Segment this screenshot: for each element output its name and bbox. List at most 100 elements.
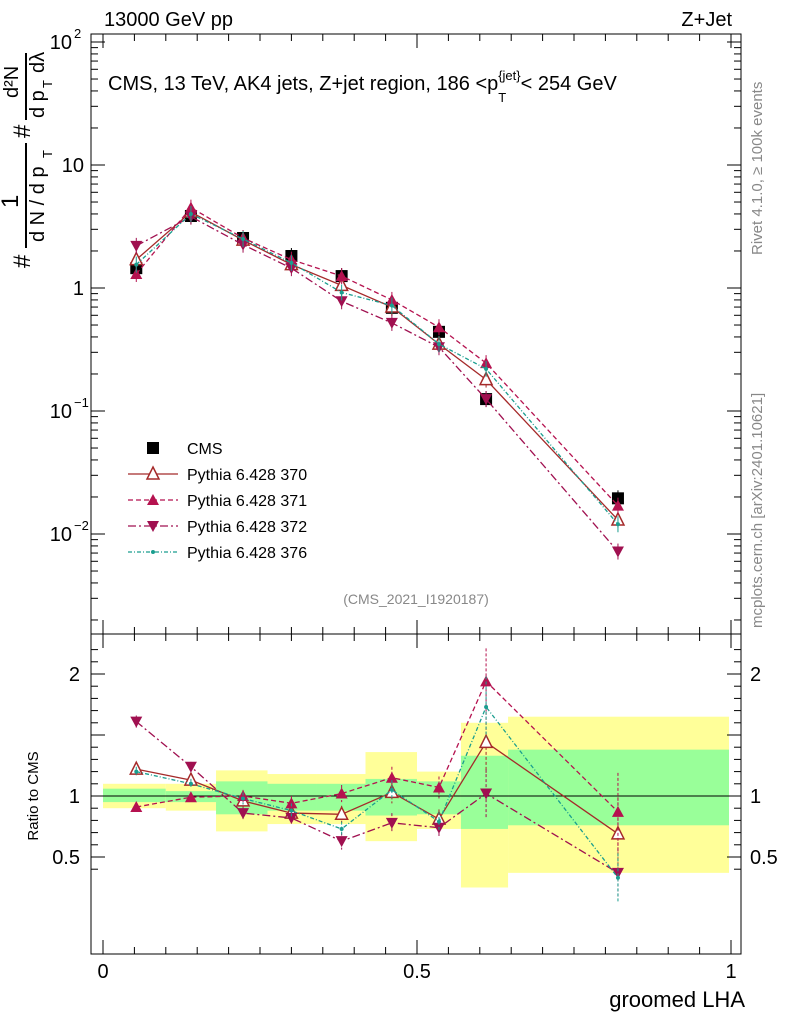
- marker-triangle-up: [611, 499, 624, 511]
- main-series-group: [129, 199, 626, 560]
- header-right-label: Z+Jet: [681, 9, 732, 31]
- svg-text:d²N: d²N: [1, 66, 23, 98]
- marker-triangle-up: [130, 267, 143, 279]
- marker-triangle-up: [130, 800, 143, 812]
- marker-triangle-down: [335, 296, 348, 308]
- main-plot-frame: [90, 33, 742, 635]
- x-tick-label: 0: [97, 961, 108, 983]
- legend-label: Pythia 6.428 370: [187, 467, 307, 484]
- y-tick-label: 10: [62, 155, 84, 177]
- marker-triangle-up: [432, 321, 445, 333]
- marker-triangle-up: [335, 787, 348, 799]
- ratio-tick-label-right: 2: [750, 664, 761, 686]
- marker-dot: [615, 875, 620, 880]
- ratio-series-4: [134, 676, 620, 903]
- y-tick-label: 10: [50, 524, 72, 546]
- y-tick-exponent: 2: [74, 26, 81, 41]
- y-tick-label: 1: [73, 278, 84, 300]
- x-tick-label: 1: [725, 961, 736, 983]
- marker-triangle-down: [184, 761, 197, 773]
- marker-dot: [484, 704, 489, 709]
- marker-triangle-down: [237, 808, 250, 820]
- series-4: [134, 205, 620, 533]
- ratio-tick-label-left: 2: [69, 664, 80, 686]
- legend-label: Pythia 6.428 372: [187, 519, 307, 536]
- ratio-uncertainty-bands: [103, 716, 729, 888]
- legend-label: Pythia 6.428 376: [187, 545, 307, 562]
- marker-dot: [134, 769, 139, 774]
- plot-title-end: < 254 GeV: [521, 73, 618, 95]
- marker-triangle-up: [184, 791, 197, 803]
- ratio-tick-label-right: 1: [750, 786, 761, 808]
- legend-label: Pythia 6.428 371: [187, 493, 307, 510]
- marker-triangle-up: [285, 797, 298, 809]
- marker-dot: [289, 808, 294, 813]
- marker-dot: [241, 796, 246, 801]
- legend: CMS Pythia 6.428 370 Pythia 6.428 371 Pythi…: [128, 441, 307, 562]
- svg-text:1: 1: [0, 195, 24, 208]
- marker-dot: [436, 342, 441, 347]
- marker-triangle-down: [385, 317, 398, 329]
- marker-triangle-up: [237, 790, 250, 801]
- rivet-version-label: Rivet 4.1.0, ≥ 100k events: [749, 82, 766, 255]
- marker-dot: [389, 787, 394, 792]
- mcplots-label: mcplots.cern.ch [arXiv:2401.10621]: [749, 393, 766, 628]
- marker-triangle-up: [385, 771, 398, 783]
- band-inner-0: [103, 788, 166, 803]
- marker-dot: [436, 819, 441, 824]
- series-line: [135, 206, 619, 507]
- legend-label: CMS: [187, 441, 223, 458]
- marker-triangle-down: [130, 716, 143, 728]
- marker-dot: [389, 303, 394, 308]
- svg-text:d N / d p: d N / d p: [27, 166, 49, 242]
- marker-dot: [188, 781, 193, 786]
- plot-title-main: CMS, 13 TeV, AK4 jets, Z+jet region, 186…: [108, 73, 498, 95]
- marker-triangle-up: [335, 270, 348, 282]
- ratio-tick-label-left: 0.5: [52, 847, 80, 869]
- series-0: [130, 207, 624, 507]
- marker-dot: [151, 550, 155, 554]
- svg-text:#: #: [9, 124, 36, 138]
- marker-triangle-open: [334, 805, 349, 821]
- analysis-id-label: (CMS_2021_I1920187): [343, 591, 489, 607]
- ratio-tick-label-right: 0.5: [750, 847, 778, 869]
- marker-dot: [484, 366, 489, 371]
- marker-triangle-up: [147, 494, 159, 505]
- plot-title-sub: T: [498, 90, 506, 105]
- marker-dot: [289, 260, 294, 265]
- x-tick-label: 0.5: [403, 961, 431, 983]
- svg-text:T: T: [40, 150, 55, 158]
- x-axis-label: groomed LHA: [609, 987, 745, 1012]
- marker-square: [147, 442, 159, 454]
- marker-triangle-down: [480, 788, 493, 800]
- main-ylabel: # d N / d p T 1 # d p T dλ d²N: [0, 52, 55, 268]
- ratio-series-2: [130, 648, 624, 851]
- marker-triangle-up: [432, 781, 445, 793]
- marker-triangle-up: [611, 805, 624, 817]
- marker-dot: [339, 826, 344, 831]
- ratio-line: [136, 680, 619, 813]
- marker-triangle-down: [385, 817, 398, 829]
- marker-triangle-down: [335, 836, 348, 848]
- y-tick-label: 10: [50, 32, 72, 54]
- y-tick-label: 10: [50, 401, 72, 423]
- header-left-label: 13000 GeV pp: [104, 9, 233, 31]
- plot-title: CMS, 13 TeV, AK4 jets, Z+jet region, 186…: [108, 68, 617, 105]
- marker-triangle-down: [147, 521, 159, 532]
- y-tick-exponent: −2: [74, 518, 89, 533]
- ratio-series-group: [129, 648, 626, 903]
- svg-text:T: T: [40, 80, 55, 88]
- marker-dot: [615, 522, 620, 527]
- marker-dot: [241, 237, 246, 242]
- ratio-ylabel: Ratio to CMS: [25, 751, 42, 840]
- marker-triangle-down: [611, 546, 624, 558]
- svg-text:d p: d p: [27, 90, 49, 118]
- ratio-plot-frame: [90, 633, 742, 955]
- marker-triangle-down: [130, 240, 143, 252]
- marker-dot: [339, 290, 344, 295]
- marker-triangle-open: [478, 370, 494, 386]
- marker-triangle-down: [480, 394, 493, 406]
- marker-triangle-up: [480, 675, 493, 687]
